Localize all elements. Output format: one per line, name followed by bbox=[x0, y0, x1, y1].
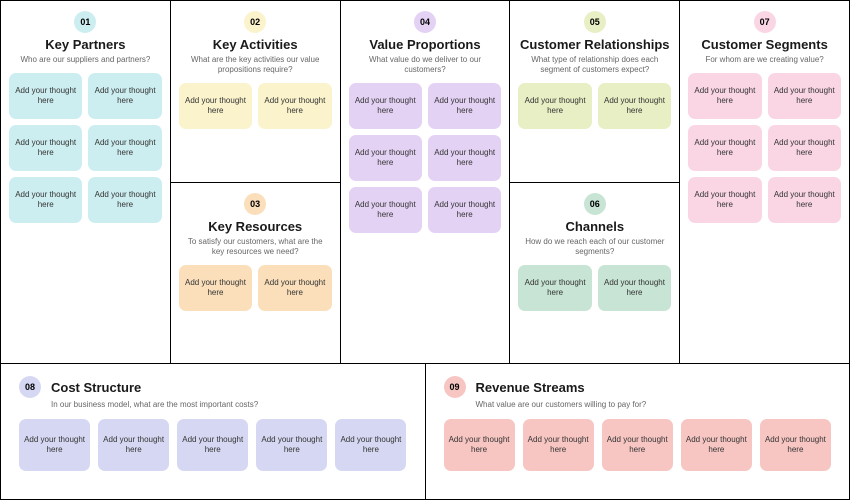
col-relationships-channels: 05 Customer Relationships What type of r… bbox=[510, 1, 680, 363]
section-cost: 08 Cost Structure In our business model,… bbox=[1, 364, 426, 499]
thought-card[interactable]: Add your thought here bbox=[256, 419, 327, 471]
thought-card[interactable]: Add your thought here bbox=[19, 419, 90, 471]
thought-card[interactable]: Add your thought here bbox=[768, 125, 841, 171]
thought-card[interactable]: Add your thought here bbox=[768, 177, 841, 223]
badge-resources: 03 bbox=[244, 193, 266, 215]
title-activities: Key Activities bbox=[213, 37, 298, 52]
bottom-row: 08 Cost Structure In our business model,… bbox=[1, 364, 849, 499]
subtitle-channels: How do we reach each of our customer seg… bbox=[518, 237, 671, 257]
col-segments: 07 Customer Segments For whom are we cre… bbox=[680, 1, 849, 363]
title-channels: Channels bbox=[566, 219, 625, 234]
title-cost: Cost Structure bbox=[51, 380, 141, 395]
subtitle-partners: Who are our suppliers and partners? bbox=[16, 55, 154, 65]
header-revenue: 09 Revenue Streams bbox=[444, 376, 832, 398]
thought-card[interactable]: Add your thought here bbox=[428, 187, 501, 233]
thought-card[interactable]: Add your thought here bbox=[428, 83, 501, 129]
thought-card[interactable]: Add your thought here bbox=[349, 187, 422, 233]
thought-card[interactable]: Add your thought here bbox=[518, 265, 591, 311]
title-partners: Key Partners bbox=[45, 37, 125, 52]
cards-channels: Add your thought hereAdd your thought he… bbox=[518, 265, 671, 311]
thought-card[interactable]: Add your thought here bbox=[688, 125, 761, 171]
section-revenue: 09 Revenue Streams What value are our cu… bbox=[426, 364, 850, 499]
title-segments: Customer Segments bbox=[701, 37, 827, 52]
subtitle-segments: For whom are we creating value? bbox=[701, 55, 827, 65]
title-relationships: Customer Relationships bbox=[520, 37, 670, 52]
thought-card[interactable]: Add your thought here bbox=[598, 265, 671, 311]
badge-value: 04 bbox=[414, 11, 436, 33]
badge-channels: 06 bbox=[584, 193, 606, 215]
section-relationships: 05 Customer Relationships What type of r… bbox=[510, 1, 679, 183]
thought-card[interactable]: Add your thought here bbox=[768, 73, 841, 119]
subtitle-activities: What are the key activities our value pr… bbox=[179, 55, 332, 75]
title-revenue: Revenue Streams bbox=[476, 380, 585, 395]
subtitle-relationships: What type of relationship does each segm… bbox=[518, 55, 671, 75]
section-value: 04 Value Proportions What value do we de… bbox=[341, 1, 510, 363]
thought-card[interactable]: Add your thought here bbox=[523, 419, 594, 471]
header-cost: 08 Cost Structure bbox=[19, 376, 407, 398]
thought-card[interactable]: Add your thought here bbox=[688, 177, 761, 223]
thought-card[interactable]: Add your thought here bbox=[9, 125, 82, 171]
section-segments: 07 Customer Segments For whom are we cre… bbox=[680, 1, 849, 363]
badge-partners: 01 bbox=[74, 11, 96, 33]
thought-card[interactable]: Add your thought here bbox=[258, 265, 331, 311]
thought-card[interactable]: Add your thought here bbox=[98, 419, 169, 471]
thought-card[interactable]: Add your thought here bbox=[688, 73, 761, 119]
title-resources: Key Resources bbox=[208, 219, 302, 234]
section-activities: 02 Key Activities What are the key activ… bbox=[171, 1, 340, 183]
col-partners: 01 Key Partners Who are our suppliers an… bbox=[1, 1, 171, 363]
section-resources: 03 Key Resources To satisfy our customer… bbox=[171, 183, 340, 364]
badge-relationships: 05 bbox=[584, 11, 606, 33]
badge-revenue: 09 bbox=[444, 376, 466, 398]
col-activities-resources: 02 Key Activities What are the key activ… bbox=[171, 1, 341, 363]
thought-card[interactable]: Add your thought here bbox=[9, 177, 82, 223]
cards-partners: Add your thought hereAdd your thought he… bbox=[9, 73, 162, 223]
subtitle-resources: To satisfy our customers, what are the k… bbox=[179, 237, 332, 257]
badge-cost: 08 bbox=[19, 376, 41, 398]
title-value: Value Proportions bbox=[369, 37, 480, 52]
thought-card[interactable]: Add your thought here bbox=[88, 125, 161, 171]
subtitle-value: What value do we deliver to our customer… bbox=[349, 55, 502, 75]
section-partners: 01 Key Partners Who are our suppliers an… bbox=[1, 1, 170, 363]
cards-value: Add your thought hereAdd your thought he… bbox=[349, 83, 502, 233]
badge-activities: 02 bbox=[244, 11, 266, 33]
thought-card[interactable]: Add your thought here bbox=[179, 265, 252, 311]
thought-card[interactable]: Add your thought here bbox=[88, 177, 161, 223]
thought-card[interactable]: Add your thought here bbox=[444, 419, 515, 471]
thought-card[interactable]: Add your thought here bbox=[179, 83, 252, 129]
thought-card[interactable]: Add your thought here bbox=[335, 419, 406, 471]
thought-card[interactable]: Add your thought here bbox=[681, 419, 752, 471]
thought-card[interactable]: Add your thought here bbox=[258, 83, 331, 129]
cards-resources: Add your thought hereAdd your thought he… bbox=[179, 265, 332, 311]
thought-card[interactable]: Add your thought here bbox=[602, 419, 673, 471]
thought-card[interactable]: Add your thought here bbox=[428, 135, 501, 181]
top-row: 01 Key Partners Who are our suppliers an… bbox=[1, 1, 849, 364]
thought-card[interactable]: Add your thought here bbox=[349, 135, 422, 181]
cards-segments: Add your thought hereAdd your thought he… bbox=[688, 73, 841, 223]
col-value: 04 Value Proportions What value do we de… bbox=[341, 1, 511, 363]
thought-card[interactable]: Add your thought here bbox=[349, 83, 422, 129]
cards-revenue: Add your thought hereAdd your thought he… bbox=[444, 419, 832, 471]
badge-segments: 07 bbox=[754, 11, 776, 33]
cards-relationships: Add your thought hereAdd your thought he… bbox=[518, 83, 671, 129]
subtitle-cost: In our business model, what are the most… bbox=[51, 400, 407, 409]
thought-card[interactable]: Add your thought here bbox=[177, 419, 248, 471]
thought-card[interactable]: Add your thought here bbox=[88, 73, 161, 119]
subtitle-revenue: What value are our customers willing to … bbox=[476, 400, 832, 409]
cards-cost: Add your thought hereAdd your thought he… bbox=[19, 419, 407, 471]
thought-card[interactable]: Add your thought here bbox=[598, 83, 671, 129]
section-channels: 06 Channels How do we reach each of our … bbox=[510, 183, 679, 364]
thought-card[interactable]: Add your thought here bbox=[760, 419, 831, 471]
cards-activities: Add your thought hereAdd your thought he… bbox=[179, 83, 332, 129]
thought-card[interactable]: Add your thought here bbox=[518, 83, 591, 129]
business-model-canvas: 01 Key Partners Who are our suppliers an… bbox=[0, 0, 850, 500]
thought-card[interactable]: Add your thought here bbox=[9, 73, 82, 119]
